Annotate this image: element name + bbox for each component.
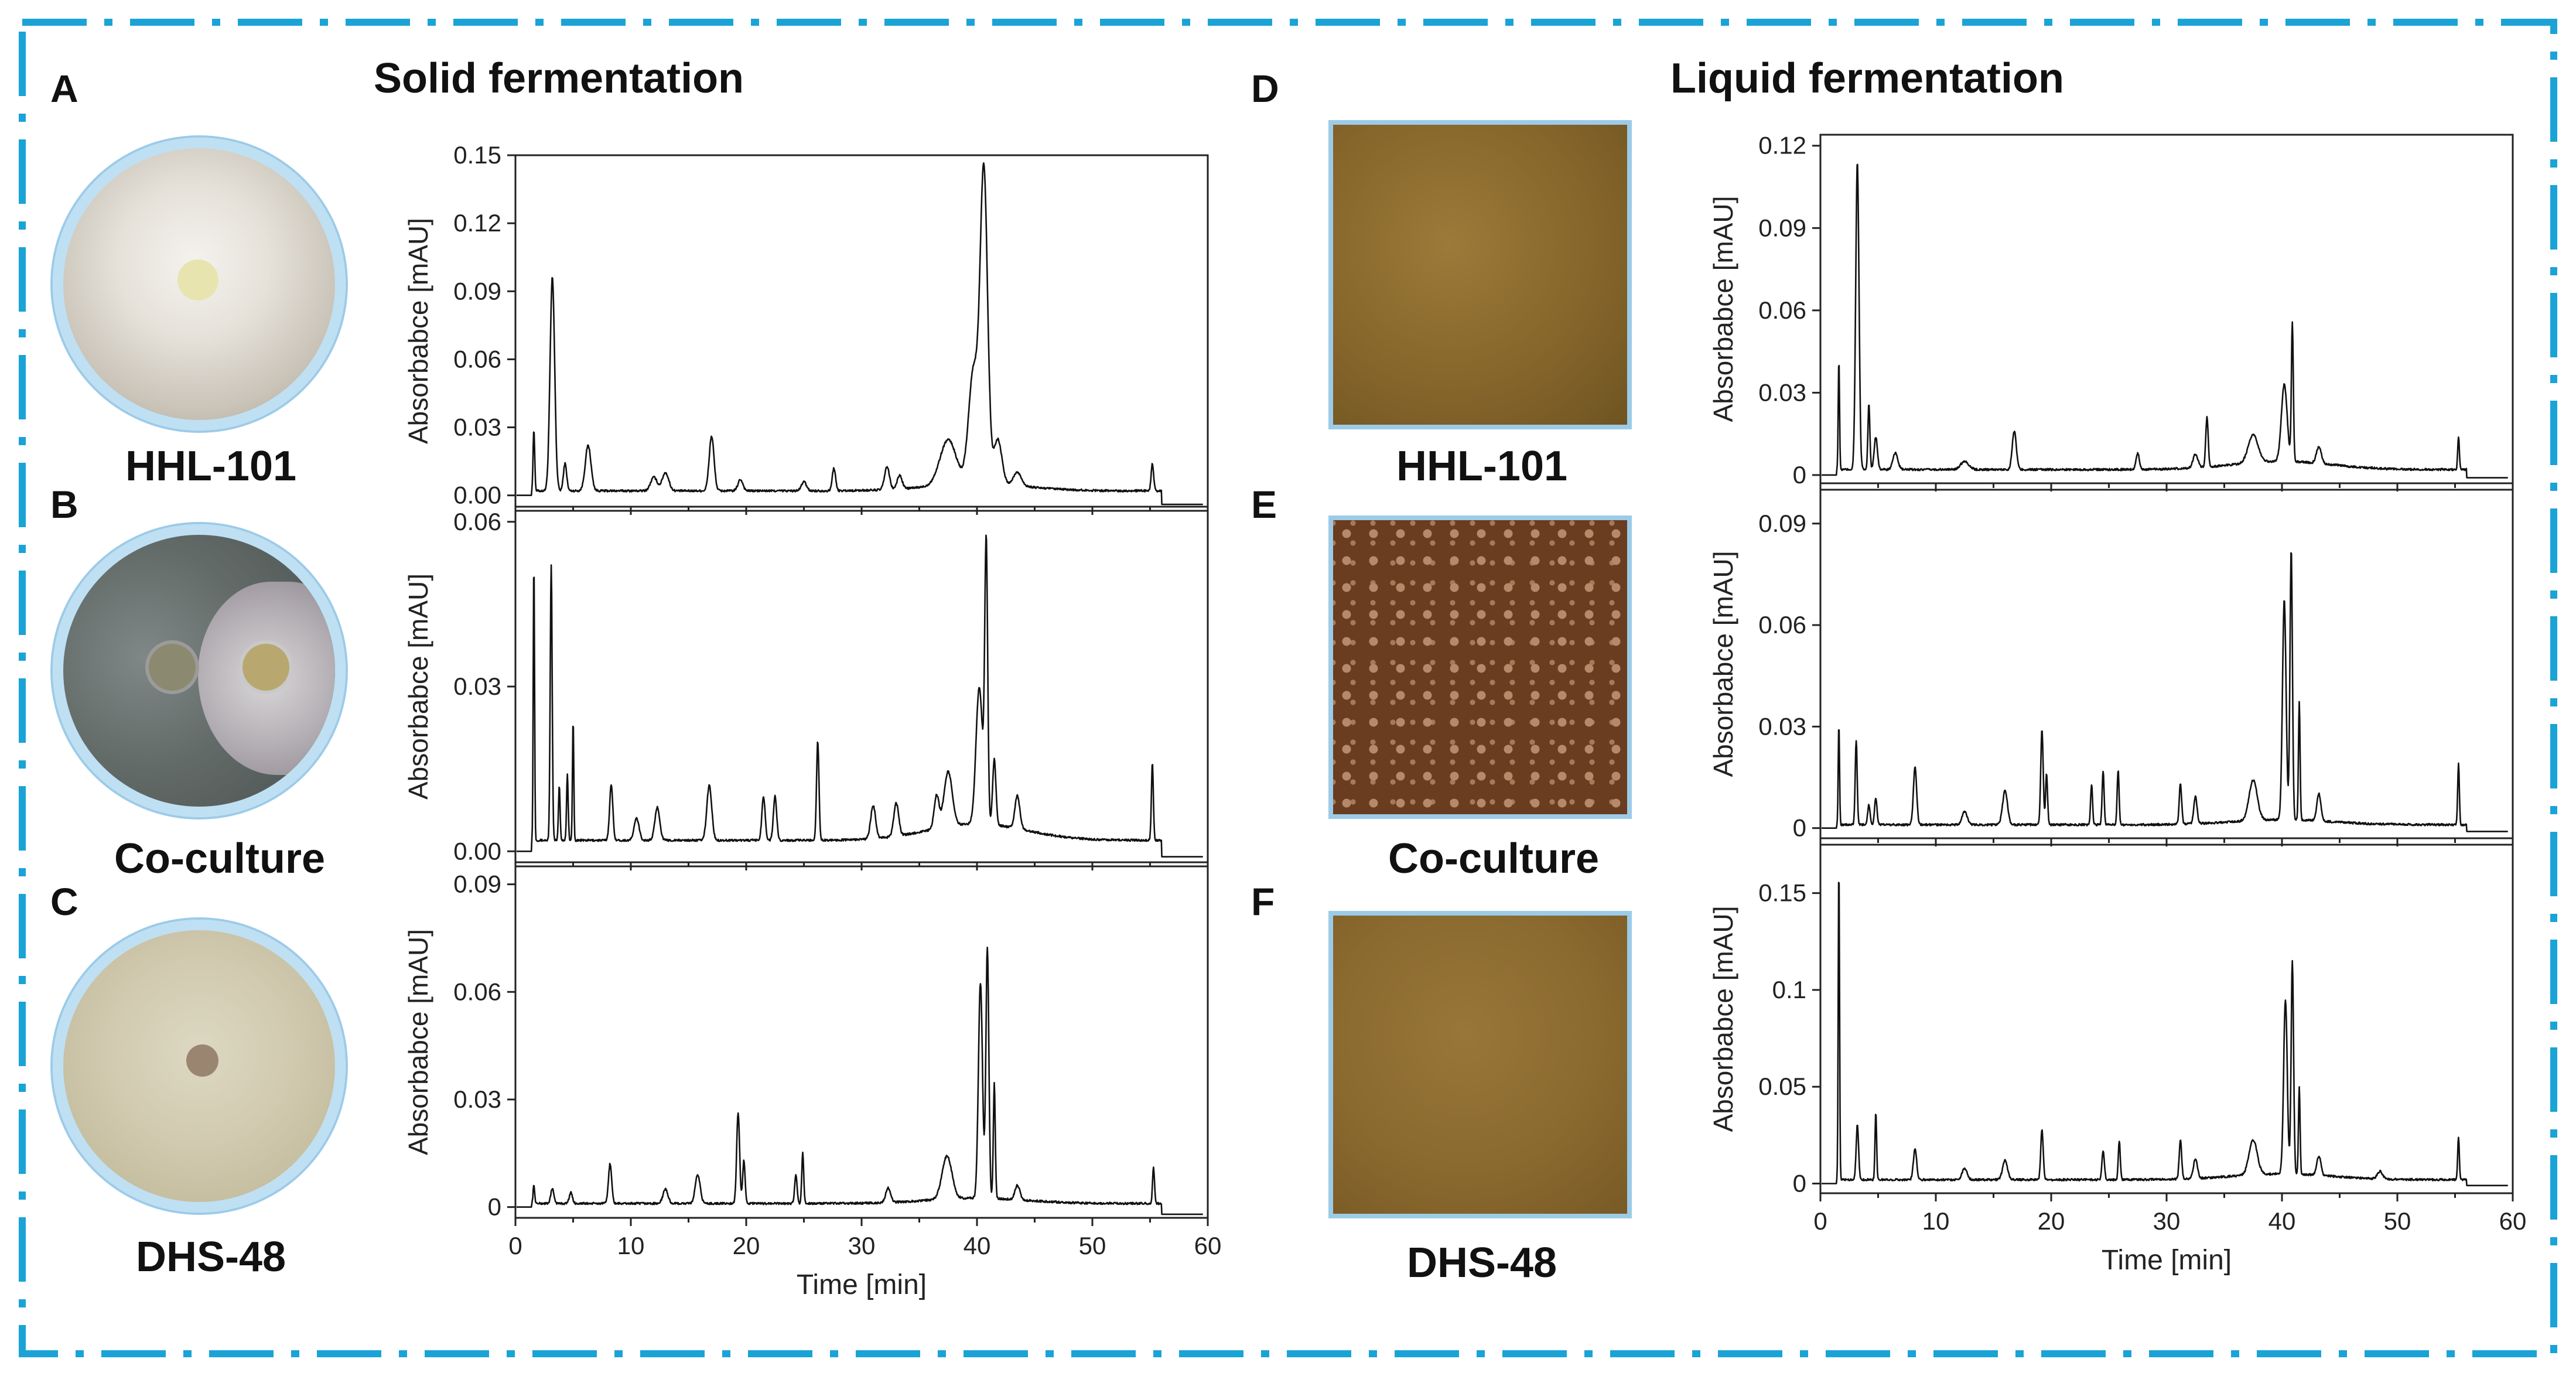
y-tick-label: 0.05 (1758, 1073, 1806, 1100)
agar-plug-icon (239, 640, 293, 694)
chart-solid-0: 0.00 0.03 0.06 0.09 0.12 0.15 Absorbabce [mAU] (403, 141, 1209, 515)
chart-liquid-5: 0 0.05 0.1 0.15 0 10 20 30 40 50 60 Absorbabce [mAU… (1708, 844, 2527, 1276)
agar-plug-icon (177, 260, 218, 301)
plot-frame (514, 510, 1209, 863)
x-tick-label: 50 (2384, 1207, 2411, 1235)
x-tick-label: 30 (848, 1232, 876, 1259)
y-axis-label: Absorbabce [mAU] (1708, 551, 1738, 777)
y-tick-label: 0.03 (1758, 378, 1806, 406)
chromatogram-trace (516, 947, 1204, 1215)
y-tick-label: 0.06 (1758, 611, 1806, 639)
x-axis-label: Time [min] (797, 1269, 927, 1300)
y-tick-label: 0.03 (1758, 712, 1806, 740)
x-tick-label: 0 (508, 1232, 522, 1259)
x-tick-label: 10 (1922, 1207, 1950, 1235)
panel-letter-c: C (50, 880, 78, 923)
y-tick-label: 0.1 (1772, 976, 1806, 1003)
coculture-broth-photo (1328, 515, 1632, 819)
y-tick-label: 0.00 (453, 482, 501, 509)
dhs-broth-photo (1328, 911, 1632, 1218)
y-tick-label: 0 (1793, 461, 1806, 489)
panel-letter-f: F (1251, 880, 1275, 923)
y-tick-label: 0.15 (1758, 879, 1806, 907)
x-axis-label: Time [min] (2102, 1245, 2232, 1276)
panel-letter-a: A (50, 67, 78, 110)
y-axis-label: Absorbabce [mAU] (403, 929, 433, 1155)
chart-liquid-3: 0 0.03 0.06 0.09 0.12 Absorbabce [mAU] (1708, 132, 2514, 491)
y-tick-label: 0.12 (453, 209, 501, 237)
chart-solid-1: 0.00 0.03 0.06 Absorbabce [mAU] (403, 508, 1209, 870)
x-tick-label: 50 (1079, 1232, 1106, 1259)
x-tick-label: 20 (733, 1232, 760, 1259)
chromatogram-trace (1821, 882, 2509, 1187)
liquid-fermentation-title: Liquid fermentation (1670, 55, 2064, 102)
y-tick-label: 0.09 (1758, 214, 1806, 241)
y-tick-label: 0.12 (1758, 132, 1806, 159)
panel-letter-d: D (1251, 67, 1279, 110)
hhl-broth-photo (1328, 120, 1632, 429)
y-tick-label: 0.15 (453, 141, 501, 169)
x-tick-label: 60 (2499, 1207, 2527, 1235)
y-tick-label: 0 (488, 1193, 501, 1221)
y-tick-label: 0 (1793, 814, 1806, 842)
agar-plug-icon (145, 640, 199, 694)
x-tick-label: 60 (1194, 1232, 1222, 1259)
chromatogram-trace (1821, 163, 2509, 479)
y-tick-label: 0.09 (453, 870, 501, 898)
solid-label-hhl101: HHL-101 (125, 443, 297, 490)
chromatogram-trace (1821, 552, 2509, 832)
solid-fermentation-title: Solid fermentation (374, 55, 744, 102)
liquid-label-hhl101: HHL-101 (1396, 443, 1568, 490)
agar-plug-icon (186, 1044, 218, 1077)
liquid-label-coculture: Co-culture (1388, 835, 1599, 882)
y-tick-label: 0.00 (453, 837, 501, 865)
x-tick-label: 20 (2038, 1207, 2065, 1235)
y-axis-label: Absorbabce [mAU] (403, 218, 433, 444)
x-tick-label: 10 (617, 1232, 645, 1259)
y-tick-label: 0 (1793, 1169, 1806, 1197)
y-tick-label: 0.03 (453, 672, 501, 700)
panel-letter-e: E (1251, 483, 1277, 526)
y-axis-label: Absorbabce [mAU] (1708, 196, 1738, 422)
x-tick-label: 30 (2153, 1207, 2181, 1235)
y-tick-label: 0.06 (453, 345, 501, 373)
plot-frame (1819, 134, 2514, 484)
plot-frame (1819, 489, 2514, 839)
chromatogram-trace (516, 162, 1204, 506)
solid-label-coculture: Co-culture (114, 835, 325, 882)
plot-frame (514, 154, 1209, 508)
y-tick-label: 0.06 (453, 978, 501, 1005)
liquid-label-dhs48: DHS-48 (1406, 1240, 1557, 1286)
y-axis-label: Absorbabce [mAU] (1708, 906, 1738, 1132)
y-tick-label: 0.09 (453, 277, 501, 305)
x-tick-label: 40 (2268, 1207, 2296, 1235)
x-tick-label: 40 (964, 1232, 991, 1259)
panel-letter-b: B (50, 483, 78, 526)
plot-frame (1819, 844, 2514, 1194)
y-tick-label: 0.06 (453, 508, 501, 535)
x-tick-label: 0 (1813, 1207, 1827, 1235)
y-axis-label: Absorbabce [mAU] (403, 573, 433, 800)
chromatogram-trace (516, 534, 1204, 858)
solid-label-dhs48: DHS-48 (135, 1234, 286, 1281)
y-tick-label: 0.09 (1758, 510, 1806, 537)
y-tick-label: 0.03 (453, 414, 501, 441)
y-tick-label: 0.03 (453, 1085, 501, 1113)
plot-frame (514, 865, 1209, 1219)
chart-liquid-4: 0 0.03 0.06 0.09 Absorbabce [mAU] (1708, 489, 2514, 846)
y-tick-label: 0.06 (1758, 296, 1806, 324)
chart-solid-2: 0 0.03 0.06 0.09 0 10 20 30 40 50 60 Absorbabce [mA… (403, 865, 1222, 1300)
